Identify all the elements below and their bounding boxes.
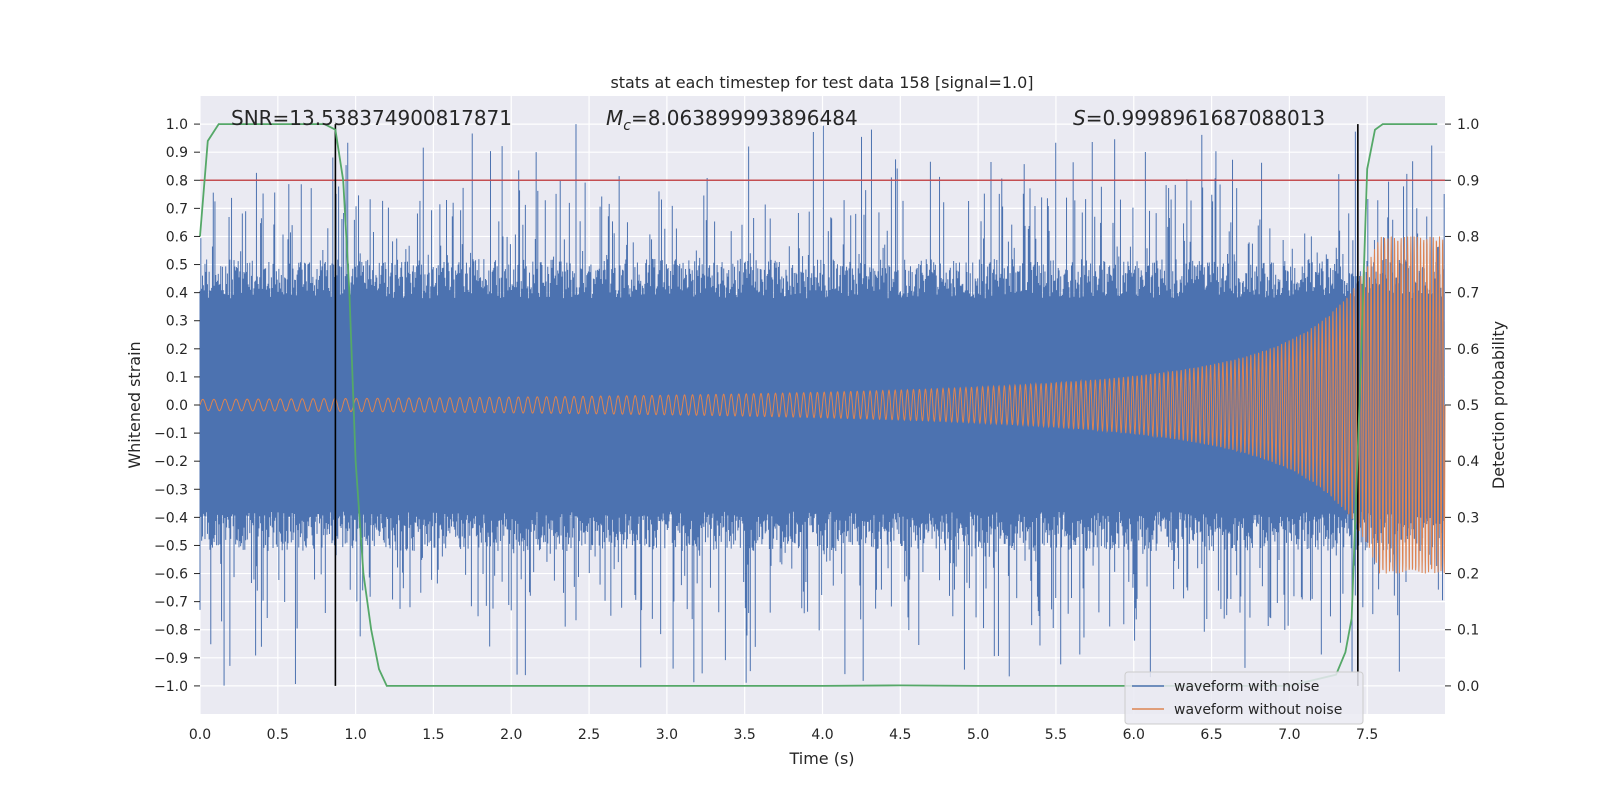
legend-box xyxy=(1124,671,1364,725)
y-tick-label: −0.3 xyxy=(154,482,188,498)
x-tick-label: 4.5 xyxy=(889,727,911,743)
x-tick-label: 4.0 xyxy=(811,727,833,743)
x-tick-label: 5.5 xyxy=(1045,727,1067,743)
mc-value: =8.063899993896484 xyxy=(631,106,858,130)
y-tick-label: 0.8 xyxy=(166,173,188,189)
y-tick-label: −0.8 xyxy=(154,623,188,639)
y-tick-label: 1.0 xyxy=(166,117,188,133)
y-tick-label: 0.1 xyxy=(166,370,188,386)
s-value: =0.9998961687088013 xyxy=(1086,106,1325,130)
detection-vlines xyxy=(334,124,1359,686)
y-tick-label: 0.5 xyxy=(166,258,188,274)
y-tick-label: 0.3 xyxy=(166,314,188,330)
y-tick-label: 0.6 xyxy=(166,229,188,245)
x-tick-label: 3.0 xyxy=(656,727,678,743)
y-right-tick-label: 1.0 xyxy=(1457,117,1479,133)
x-axis-label: Time (s) xyxy=(788,749,854,768)
legend-label-noise: waveform with noise xyxy=(1174,679,1319,695)
y-tick-label: −0.9 xyxy=(154,651,188,667)
y-tick-label: −0.7 xyxy=(154,595,188,611)
detection-probability-line xyxy=(199,123,1438,687)
y-tick-label: 0.4 xyxy=(166,286,188,302)
x-ticks: 0.0 0.5 1.0 1.5 2.0 2.5 3.0 3.5 4.0 4.5 5.0 5.5 6.0 6… xyxy=(189,727,1378,743)
y-right-tick-label: 0.5 xyxy=(1457,398,1479,414)
s-symbol: S xyxy=(1073,106,1086,130)
y-ticks-left: 1.0 0.9 0.8 0.7 0.6 0.5 0.4 0.3 0.2 0.1 0.0 −0.1 −0.… xyxy=(154,117,200,695)
y-tick-label: −0.1 xyxy=(154,426,188,442)
y-tick-label: 0.0 xyxy=(166,398,188,414)
y-tick-label: 0.9 xyxy=(166,145,188,161)
x-tick-label: 7.5 xyxy=(1356,727,1378,743)
x-tick-label: 1.0 xyxy=(344,727,366,743)
x-tick-label: 6.5 xyxy=(1200,727,1222,743)
y-right-tick-label: 0.1 xyxy=(1457,623,1479,639)
y-right-tick-label: 0.3 xyxy=(1457,510,1479,526)
x-tick-label: 0.5 xyxy=(267,727,289,743)
waveform-without-noise xyxy=(199,236,1446,574)
mc-symbol: M xyxy=(606,106,623,130)
y-right-tick-label: 0.8 xyxy=(1457,229,1479,245)
x-tick-label: 5.0 xyxy=(967,727,989,743)
detection-probability-series xyxy=(199,123,1438,687)
x-tick-label: 7.0 xyxy=(1278,727,1300,743)
y-tick-label: −0.6 xyxy=(154,567,188,583)
y-tick-label: −0.5 xyxy=(154,538,188,554)
legend-label-clean: waveform without noise xyxy=(1174,702,1342,718)
y-tick-label: −0.2 xyxy=(154,454,188,470)
y-axis-label-right: Detection probability xyxy=(1489,321,1508,489)
clean-waveform-path xyxy=(199,236,1446,574)
y-right-tick-label: 0.9 xyxy=(1457,173,1479,189)
mc-subscript: c xyxy=(623,118,631,134)
y-tick-label: 0.7 xyxy=(166,201,188,217)
y-right-tick-label: 0.4 xyxy=(1457,454,1479,470)
chart-title: stats at each timestep for test data 158… xyxy=(610,73,1033,92)
y-ticks-right: 1.0 0.9 0.8 0.7 0.6 0.5 0.4 0.3 0.2 0.1 0.0 xyxy=(1445,117,1479,695)
y-tick-label: −1.0 xyxy=(154,679,188,695)
y-tick-label: −0.4 xyxy=(154,510,188,526)
detection-stat-annotation: S=0.9998961687088013 xyxy=(1073,106,1325,130)
y-right-tick-label: 0.0 xyxy=(1457,679,1479,695)
x-tick-label: 6.0 xyxy=(1123,727,1145,743)
chirp-mass-annotation: Mc=8.063899993896484 xyxy=(606,106,858,134)
legend: waveform with noise waveform without noi… xyxy=(1124,671,1364,725)
x-tick-label: 2.0 xyxy=(500,727,522,743)
y-axis-label: Whitened strain xyxy=(125,341,144,468)
x-tick-label: 3.5 xyxy=(734,727,756,743)
y-right-tick-label: 0.7 xyxy=(1457,286,1479,302)
x-tick-label: 0.0 xyxy=(189,727,211,743)
y-tick-label: 0.2 xyxy=(166,342,188,358)
x-tick-label: 2.5 xyxy=(578,727,600,743)
y-right-tick-label: 0.6 xyxy=(1457,342,1479,358)
y-right-tick-label: 0.2 xyxy=(1457,567,1479,583)
x-tick-label: 1.5 xyxy=(422,727,444,743)
snr-annotation: SNR=13.538374900817871 xyxy=(231,106,512,130)
